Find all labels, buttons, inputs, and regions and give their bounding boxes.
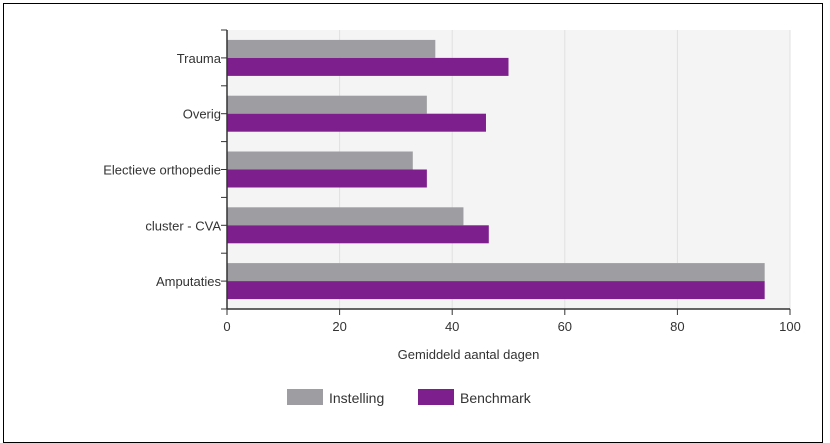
legend: Instelling Benchmark (287, 389, 532, 406)
x-tick-label: 80 (670, 319, 684, 334)
x-tick-label: 0 (223, 319, 230, 334)
category-labels: Trauma Overig Electieve orthopedie cluster … (103, 51, 222, 289)
legend-label-benchmark: Benchmark (460, 390, 532, 406)
bar-instelling-3 (227, 207, 464, 226)
category-label: cluster - CVA (145, 218, 221, 233)
category-label: Electieve orthopedie (103, 163, 221, 178)
category-label: Overig (183, 107, 221, 122)
x-axis-title: Gemiddeld aantal dagen (398, 347, 540, 362)
bar-instelling-1 (227, 95, 427, 114)
bar-benchmark-1 (227, 113, 486, 132)
x-tick-label: 60 (558, 319, 572, 334)
bar-benchmark-3 (227, 225, 489, 244)
bar-instelling-2 (227, 151, 413, 170)
x-tick-label: 100 (779, 319, 801, 334)
x-tick-label: 20 (332, 319, 346, 334)
bar-instelling-0 (227, 39, 436, 58)
category-label: Trauma (177, 51, 222, 66)
legend-swatch-benchmark (418, 389, 454, 405)
bar-instelling-4 (227, 263, 765, 282)
x-tick-label: 40 (445, 319, 459, 334)
bar-benchmark-4 (227, 281, 765, 300)
bars (227, 39, 765, 300)
bar-benchmark-2 (227, 169, 427, 188)
axes (221, 29, 790, 310)
bar-benchmark-0 (227, 57, 509, 76)
category-label: Amputaties (156, 274, 222, 289)
bar-chart: Trauma Overig Electieve orthopedie cluster … (103, 29, 801, 406)
legend-label-instelling: Instelling (329, 390, 384, 406)
legend-swatch-instelling (287, 389, 323, 405)
x-tick-labels: 0 20 40 60 80 100 (223, 319, 800, 334)
